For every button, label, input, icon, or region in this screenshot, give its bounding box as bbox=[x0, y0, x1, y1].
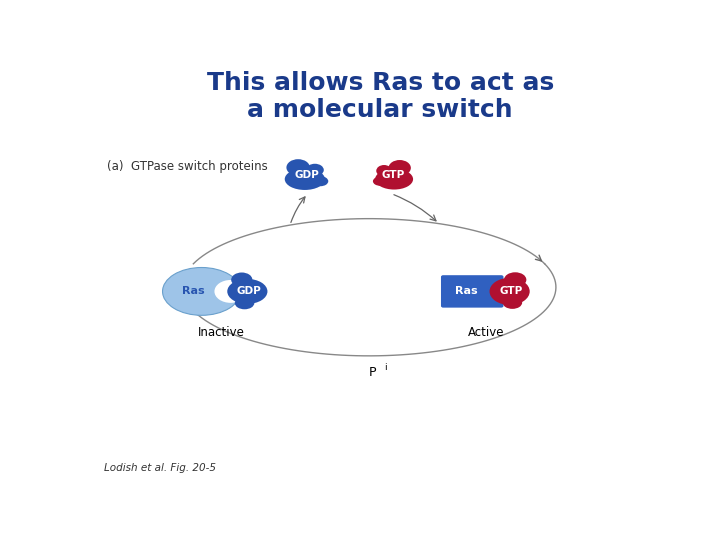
Text: (a)  GTPase switch proteins: (a) GTPase switch proteins bbox=[107, 160, 268, 173]
Text: i: i bbox=[384, 363, 387, 373]
Ellipse shape bbox=[493, 284, 510, 299]
Ellipse shape bbox=[306, 164, 324, 176]
Ellipse shape bbox=[163, 267, 240, 315]
Ellipse shape bbox=[235, 297, 254, 309]
Text: Inactive: Inactive bbox=[198, 326, 245, 339]
Text: GTP: GTP bbox=[499, 286, 522, 296]
Text: This allows Ras to act as: This allows Ras to act as bbox=[207, 71, 554, 95]
Ellipse shape bbox=[228, 279, 267, 304]
Text: a molecular switch: a molecular switch bbox=[248, 98, 513, 122]
Ellipse shape bbox=[287, 159, 310, 176]
Ellipse shape bbox=[377, 165, 392, 177]
FancyBboxPatch shape bbox=[441, 275, 503, 308]
Text: Lodish et al. Fig. 20-5: Lodish et al. Fig. 20-5 bbox=[104, 463, 216, 473]
Text: GDP: GDP bbox=[294, 170, 320, 180]
Ellipse shape bbox=[389, 160, 411, 176]
Ellipse shape bbox=[231, 273, 253, 287]
Ellipse shape bbox=[373, 177, 387, 186]
Ellipse shape bbox=[215, 280, 247, 303]
Text: Ras: Ras bbox=[182, 286, 204, 296]
Text: P: P bbox=[369, 366, 377, 379]
Ellipse shape bbox=[375, 168, 413, 190]
Ellipse shape bbox=[312, 176, 328, 186]
Text: GTP: GTP bbox=[382, 170, 405, 180]
Text: Ras: Ras bbox=[455, 286, 478, 296]
Ellipse shape bbox=[503, 296, 522, 309]
Ellipse shape bbox=[504, 272, 526, 287]
Ellipse shape bbox=[490, 278, 530, 305]
Text: GDP: GDP bbox=[236, 286, 261, 296]
Text: Active: Active bbox=[468, 326, 505, 339]
Ellipse shape bbox=[284, 168, 325, 190]
